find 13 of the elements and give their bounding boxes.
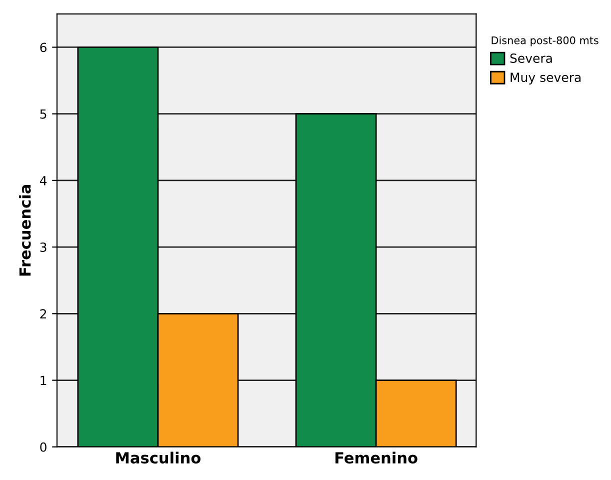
- y-tick-label: 1: [40, 376, 46, 386]
- y-tick-label: 4: [40, 176, 47, 186]
- legend-label: Severa: [510, 54, 552, 63]
- y-axis-title: Frecuencia: [18, 185, 31, 276]
- y-tick-label: 6: [40, 42, 46, 52]
- y-tick-label: 5: [40, 109, 46, 119]
- legend-title: Disnea post-800 mts: [492, 36, 598, 46]
- x-tick-label: Masculino: [116, 452, 201, 464]
- y-tick-label: 3: [40, 242, 46, 252]
- y-tick-label: 2: [40, 309, 46, 318]
- x-tick-label: Femenino: [335, 452, 418, 464]
- y-tick-label: 0: [40, 442, 46, 452]
- legend-label: Muy severa: [510, 72, 581, 84]
